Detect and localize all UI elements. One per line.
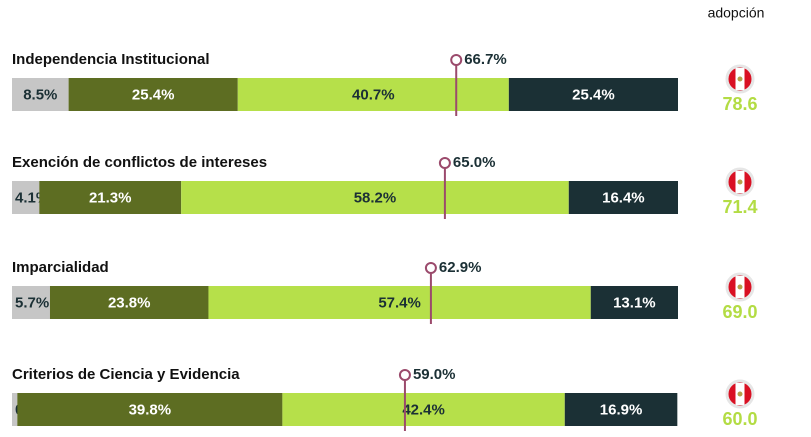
category-title: Independencia Institucional — [12, 51, 210, 68]
bar-segment — [564, 393, 678, 426]
bar-segment — [282, 393, 565, 426]
segment-label: 58.2% — [354, 189, 397, 206]
flag-emblem — [737, 76, 743, 82]
bar-segment — [39, 181, 182, 214]
score: 69.0 — [722, 302, 757, 322]
marker-dot — [450, 54, 463, 66]
segment-label: 5.7% — [15, 294, 49, 311]
bar-segment — [508, 78, 678, 111]
segment-label: 16.4% — [602, 189, 645, 206]
bar-segment — [17, 393, 283, 426]
bar-segment — [208, 286, 591, 319]
score: 60.0 — [722, 409, 757, 429]
segment-label: 57.4% — [378, 294, 421, 311]
segment-label: 40.7% — [352, 86, 395, 103]
marker-label: 59.0% — [413, 366, 456, 383]
flag-icon — [725, 167, 755, 197]
segment-label: 39.8% — [129, 401, 172, 418]
flag-emblem — [737, 284, 743, 290]
marker-dot — [424, 262, 437, 274]
score: 78.6 — [722, 94, 757, 114]
flag-icon — [725, 379, 755, 409]
category-title: Criterios de Ciencia y Evidencia — [12, 366, 240, 383]
segment-label: 21.3% — [89, 189, 132, 206]
flag-emblem — [737, 179, 743, 185]
category-title: Imparcialidad — [12, 259, 109, 276]
marker-label: 66.7% — [464, 51, 507, 68]
segment-label: 8.5% — [23, 86, 57, 103]
score: 71.4 — [722, 197, 757, 217]
bar-segment — [181, 181, 569, 214]
segment-label: 42.4% — [402, 401, 445, 418]
bar-segment — [590, 286, 678, 319]
flag-emblem — [737, 391, 743, 397]
flag-icon — [725, 64, 755, 94]
bar-segment — [568, 181, 678, 214]
category-title: Exención de conflictos de intereses — [12, 154, 267, 171]
segment-label: 25.4% — [572, 86, 615, 103]
bar-segment — [12, 393, 18, 426]
bar-segment — [12, 78, 69, 111]
flag-icon — [725, 272, 755, 302]
bar-segment — [12, 181, 40, 214]
header: adopción — [708, 5, 765, 21]
segment-label: 25.4% — [132, 86, 175, 103]
segment-label: 23.8% — [108, 294, 151, 311]
bar-segment — [237, 78, 509, 111]
marker-dot — [398, 369, 411, 381]
marker-label: 65.0% — [453, 154, 496, 171]
segment-label: 13.1% — [613, 294, 656, 311]
bar-segment — [12, 286, 50, 319]
marker-dot — [438, 157, 451, 169]
marker-label: 62.9% — [439, 259, 482, 276]
bar-segment — [68, 78, 238, 111]
segment-label: 16.9% — [600, 401, 643, 418]
bar-segment — [49, 286, 209, 319]
